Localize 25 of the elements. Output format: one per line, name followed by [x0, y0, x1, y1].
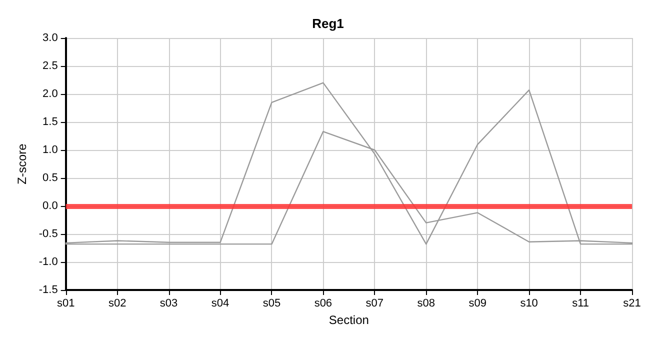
y-tick-label: -1.0	[38, 256, 58, 268]
y-tick-label: -0.5	[38, 228, 58, 240]
x-tick-label: s03	[160, 298, 178, 310]
x-tick-label: s06	[314, 298, 332, 310]
y-tick-label: 1.5	[42, 116, 58, 128]
y-tick-label: 2.5	[42, 60, 58, 72]
y-axis-title: Z-score	[15, 143, 29, 184]
x-tick-label: s08	[417, 298, 436, 310]
x-tick-label: s07	[366, 298, 384, 310]
x-tick-label: s02	[108, 298, 126, 310]
y-tick-label: 0.0	[42, 200, 58, 212]
y-tick-label: 3.0	[42, 32, 58, 44]
x-tick-label: s11	[572, 298, 589, 310]
y-tick-label: 0.5	[42, 172, 58, 184]
y-tick-label: 1.0	[42, 144, 58, 156]
x-tick-label: s09	[468, 298, 486, 310]
y-tick-label: -1.5	[38, 284, 58, 296]
x-tick-label: s10	[520, 298, 538, 310]
y-tick-label: 2.0	[42, 88, 58, 100]
x-axis-title: Section	[328, 312, 369, 327]
x-tick-label: s21	[623, 298, 641, 310]
x-tick-label: s05	[262, 298, 281, 310]
x-tick-label: s04	[211, 298, 230, 310]
chart-title: Reg1	[312, 16, 344, 31]
x-tick-label: s01	[56, 298, 75, 310]
